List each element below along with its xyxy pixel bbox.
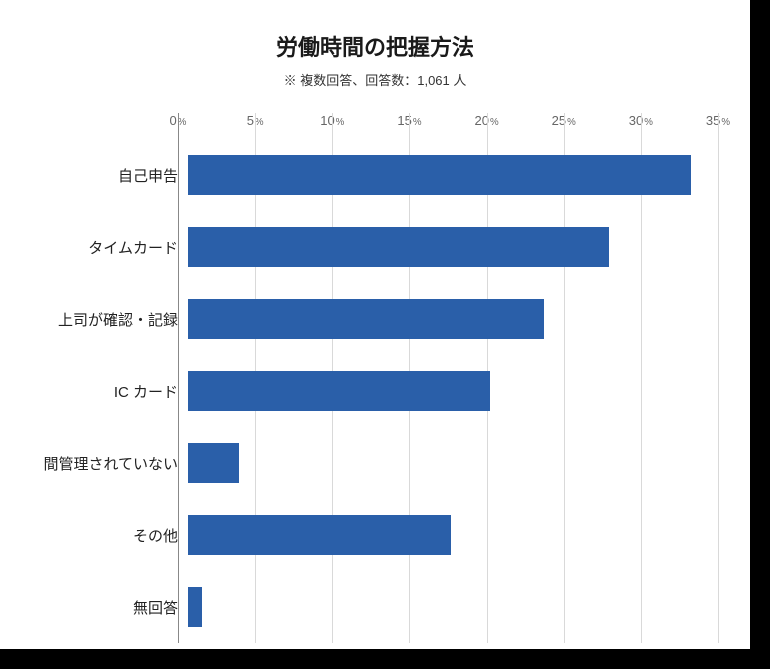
bar-row: IC カード bbox=[20, 355, 730, 427]
x-tick-label: 25% bbox=[552, 113, 576, 128]
category-label: 上司が確認・記録 bbox=[20, 309, 188, 330]
x-tick-label: 35% bbox=[706, 113, 730, 128]
category-label: タイムカード bbox=[20, 237, 188, 258]
category-label: 無回答 bbox=[20, 597, 188, 618]
bar-row: その他 bbox=[20, 499, 730, 571]
bar bbox=[188, 155, 691, 195]
bar-track bbox=[188, 283, 730, 355]
bar bbox=[188, 443, 239, 483]
bar-row: 自己申告 bbox=[20, 139, 730, 211]
bar-track bbox=[188, 355, 730, 427]
chart-plot: 0% 5% 10% 15% 20% 25% 30% 35% 自己申告タイムカード上司が確認・記… bbox=[20, 113, 730, 643]
chart-title: 労働時間の把握方法 bbox=[20, 30, 730, 62]
chart-container: 労働時間の把握方法 ※ 複数回答、回答数：1,061 人 0% 5% 10% 15% 2… bbox=[0, 0, 770, 669]
x-tick-label: 10% bbox=[320, 113, 344, 128]
bar bbox=[188, 515, 451, 555]
bar bbox=[188, 371, 490, 411]
bar bbox=[188, 227, 609, 267]
x-axis: 0%5%10%15%20%25%30%35% bbox=[178, 113, 718, 139]
bar-row: 無回答 bbox=[20, 571, 730, 643]
x-tick-label: 0% bbox=[170, 113, 187, 128]
bar-row: 間管理されていない bbox=[20, 427, 730, 499]
category-label: 間管理されていない bbox=[20, 453, 188, 474]
frame-right-border bbox=[750, 0, 770, 669]
bar-track bbox=[188, 571, 730, 643]
bar-row: 上司が確認・記録 bbox=[20, 283, 730, 355]
bar bbox=[188, 587, 202, 627]
x-tick-label: 15% bbox=[397, 113, 421, 128]
chart-subtitle: ※ 複数回答、回答数：1,061 人 bbox=[20, 70, 730, 89]
x-tick-label: 5% bbox=[247, 113, 264, 128]
category-label: 自己申告 bbox=[20, 165, 188, 186]
category-label: IC カード bbox=[20, 381, 188, 402]
bar bbox=[188, 299, 544, 339]
bars-area: 自己申告タイムカード上司が確認・記録 IC カード間管理されていないその他無回答 bbox=[20, 139, 730, 643]
x-tick-label: 30% bbox=[629, 113, 653, 128]
bar-row: タイムカード bbox=[20, 211, 730, 283]
bar-track bbox=[188, 211, 730, 283]
category-label: その他 bbox=[20, 525, 188, 546]
frame-bottom-border bbox=[0, 649, 770, 669]
bar-track bbox=[188, 139, 730, 211]
bar-track bbox=[188, 499, 730, 571]
x-tick-label: 20% bbox=[474, 113, 498, 128]
bar-track bbox=[188, 427, 730, 499]
